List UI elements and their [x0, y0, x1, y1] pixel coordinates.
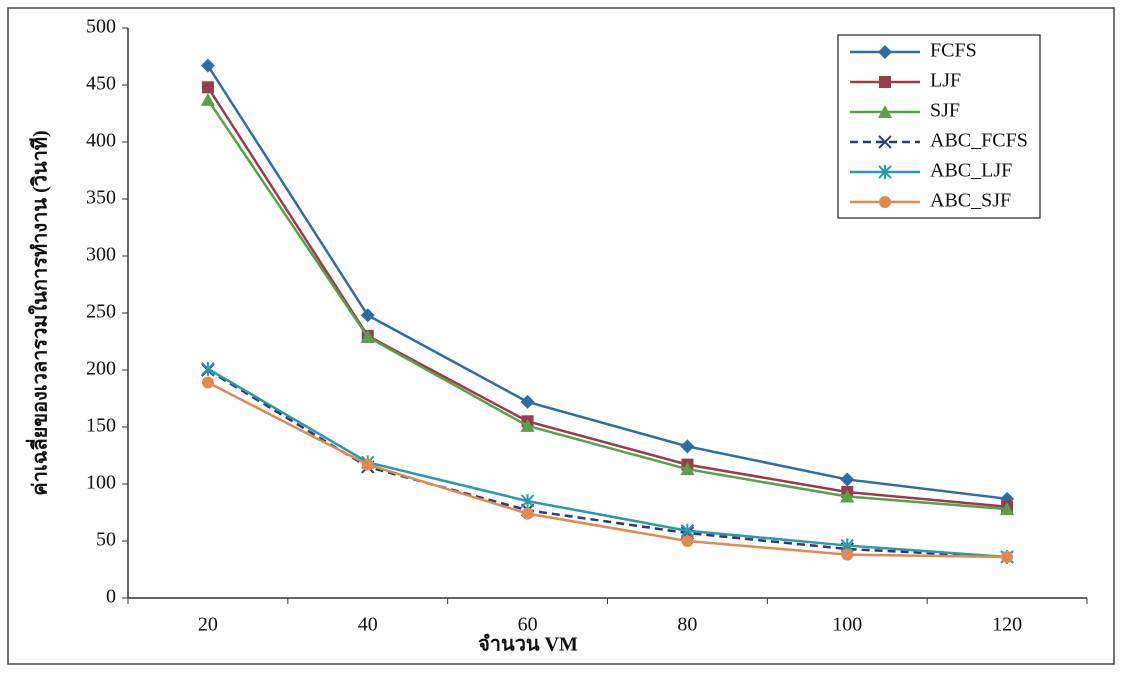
series-line	[206, 64, 1008, 501]
legend-box	[837, 34, 1041, 219]
legend-label: ABC_FCFS	[930, 130, 1028, 152]
point	[840, 489, 855, 503]
point	[201, 81, 214, 94]
x-tick-label: 40	[358, 614, 378, 636]
y-tick-label: 450	[86, 73, 116, 95]
series-line	[207, 368, 1008, 559]
legend-marker	[878, 45, 892, 59]
y-tick-label: 300	[86, 244, 116, 266]
point	[840, 472, 855, 487]
point	[520, 418, 535, 432]
legend-label: FCFS	[930, 40, 977, 62]
point	[1001, 550, 1014, 563]
series-line	[206, 99, 1008, 511]
x-tick-label: 120	[992, 614, 1022, 636]
legend-marker	[878, 135, 892, 149]
point	[681, 535, 694, 547]
x-tick-label: 60	[518, 614, 538, 636]
x-tick-label: 80	[677, 614, 697, 636]
point	[360, 329, 375, 343]
point	[520, 394, 535, 409]
series-line	[206, 86, 1008, 509]
point	[680, 462, 695, 476]
point	[680, 439, 695, 454]
point	[360, 308, 375, 323]
y-tick-label: 400	[86, 130, 116, 152]
y-tick-label: 500	[86, 16, 116, 38]
point	[521, 507, 534, 520]
point	[520, 494, 535, 509]
legend-label: LJF	[930, 70, 961, 92]
x-tick-label: 100	[832, 614, 862, 636]
y-tick-label: 100	[86, 472, 116, 494]
x-axis-label: จำนวน VM	[478, 634, 578, 656]
point	[200, 58, 215, 73]
point	[1000, 502, 1015, 516]
y-tick-label: 50	[96, 529, 116, 551]
point	[841, 548, 854, 561]
y-tick-label: 250	[86, 301, 116, 323]
legend-label: ABC_SJF	[930, 190, 1011, 212]
legend-marker	[879, 196, 891, 208]
legend-label: SJF	[930, 100, 960, 122]
series-line	[207, 367, 1008, 559]
point	[361, 458, 374, 471]
chart-frame	[7, 7, 1115, 665]
x-tick-label: 20	[198, 614, 218, 636]
y-axis-label: ค่าเฉลี่ยของเวลารวมในการทำงาน (วินาที)	[25, 130, 52, 495]
point	[200, 92, 215, 106]
legend-marker	[879, 76, 891, 88]
y-tick-label: 0	[106, 586, 116, 608]
point	[201, 376, 214, 389]
series-line	[207, 381, 1008, 559]
point	[201, 361, 215, 376]
y-tick-label: 150	[86, 415, 116, 437]
legend-marker	[878, 105, 892, 118]
legend-label: ABC_LJF	[930, 160, 1012, 182]
legend-marker	[878, 165, 892, 179]
y-tick-label: 200	[86, 358, 116, 380]
y-tick-label: 350	[86, 187, 116, 209]
